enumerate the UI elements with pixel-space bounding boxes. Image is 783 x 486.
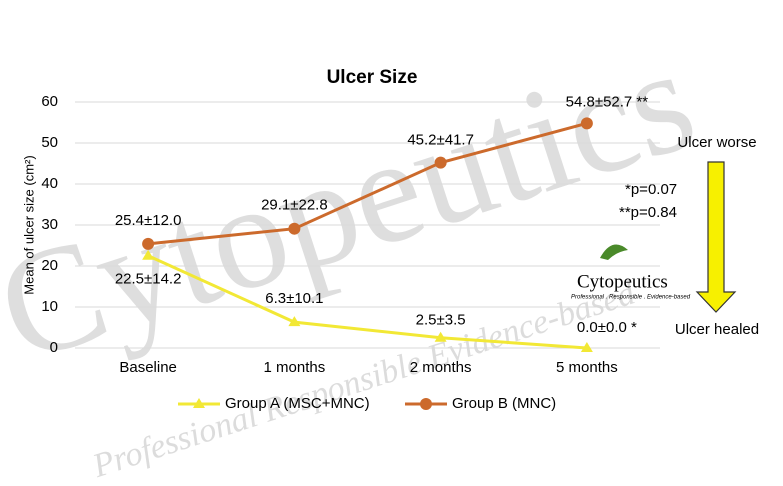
annotation: Ulcer worse (677, 134, 756, 151)
arrow (697, 162, 735, 312)
legend-label: Group A (MSC+MNC) (225, 395, 370, 412)
marker (142, 238, 154, 250)
chart: Cytopeutics Professional Responsible Evi… (0, 0, 783, 486)
data-label: 45.2±41.7 (407, 132, 474, 149)
marker (435, 157, 447, 169)
data-label: 2.5±3.5 (416, 312, 466, 329)
logo-leaf (600, 245, 628, 260)
data-label: 6.3±10.1 (265, 290, 323, 307)
x-tick-label: 5 months (556, 359, 618, 376)
y-axis-label: Mean of ulcer size (cm²) (21, 155, 36, 294)
data-label: 22.5±14.2 (115, 271, 182, 288)
data-label: 25.4±12.0 (115, 212, 182, 229)
data-label: 0.0±0.0 * (577, 319, 637, 336)
x-tick-label: 1 months (264, 359, 326, 376)
y-tick-label: 0 (50, 339, 58, 356)
logo-tagline: Professional . Responsible . Evidence-ba… (571, 295, 691, 301)
marker (288, 223, 300, 235)
data-label: 54.8±52.7 ** (566, 93, 649, 110)
annotation: **p=0.84 (619, 204, 677, 221)
chart-title: Ulcer Size (327, 67, 418, 88)
y-tick-label: 50 (41, 134, 58, 151)
legend-marker (420, 398, 432, 410)
legend-label: Group B (MNC) (452, 395, 556, 412)
y-tick-label: 40 (41, 175, 58, 192)
annotation: Ulcer healed (675, 321, 759, 338)
marker (581, 117, 593, 129)
y-tick-label: 20 (41, 257, 58, 274)
x-tick-label: 2 months (410, 359, 472, 376)
y-tick-label: 10 (41, 298, 58, 315)
data-label: 29.1±22.8 (261, 197, 328, 214)
x-tick-label: Baseline (119, 359, 177, 376)
legend: Group A (MSC+MNC) Group B (MNC) (178, 395, 556, 412)
y-tick-label: 60 (41, 93, 58, 110)
y-tick-label: 30 (41, 216, 58, 233)
logo: Cytopeutics Professional . Responsible .… (571, 245, 691, 301)
logo-brand: Cytopeutics (577, 271, 668, 292)
